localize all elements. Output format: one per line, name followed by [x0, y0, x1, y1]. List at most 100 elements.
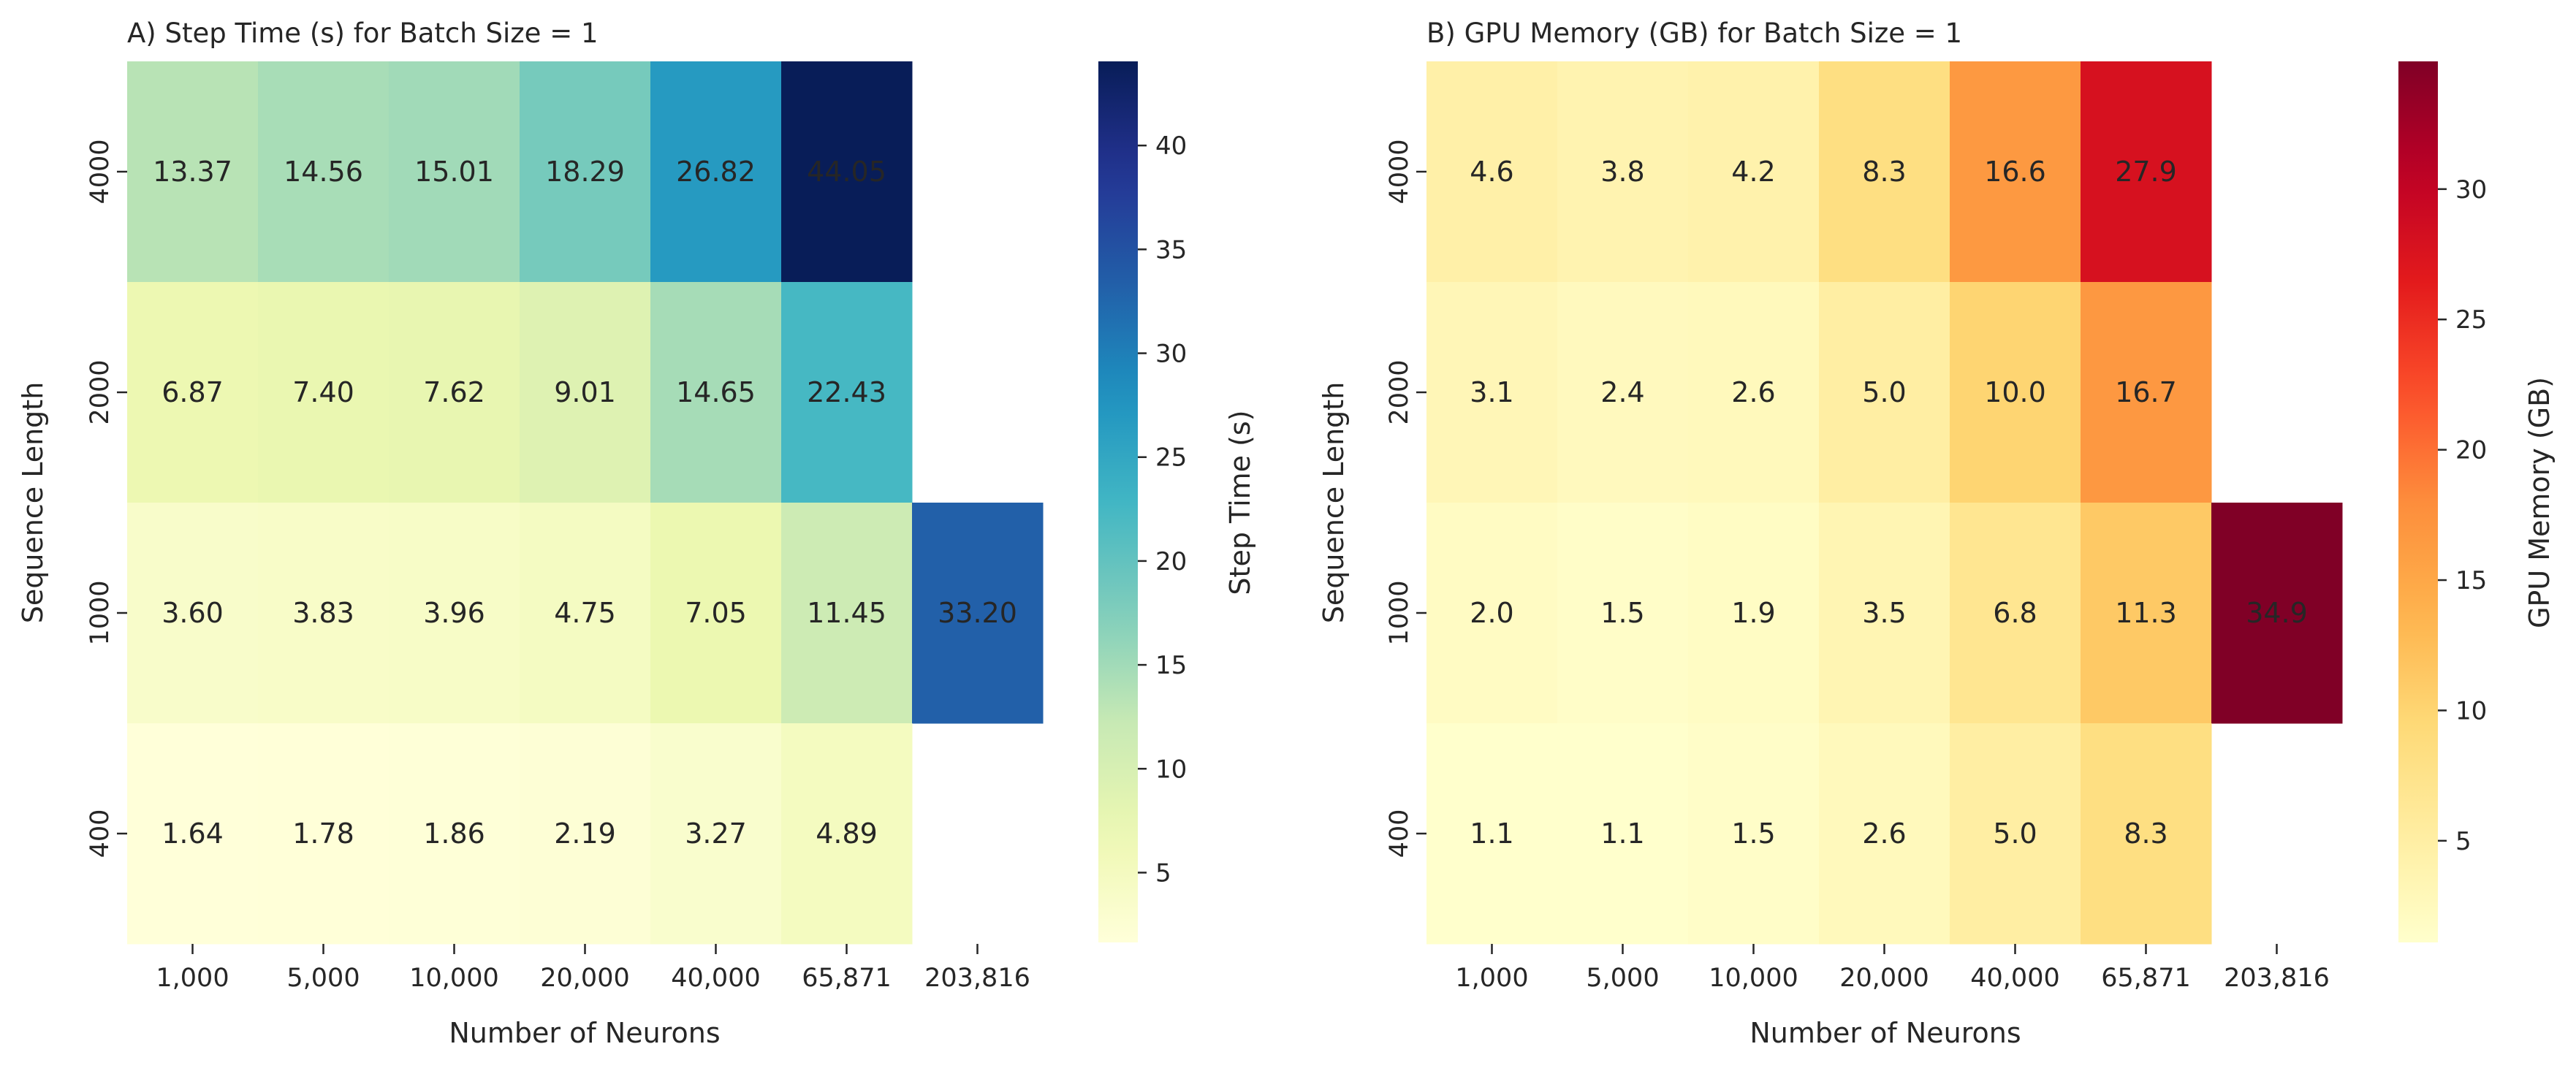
heatmap-cell — [127, 503, 259, 724]
y-tick-label: 2000 — [86, 359, 115, 424]
colorbar-tick-label: 10 — [1155, 755, 1187, 784]
colorbar-gradient — [1098, 61, 1138, 942]
heatmap-cell — [1426, 282, 1558, 503]
x-axis: 1,000 5,000 10,000 20,000 40,000 65,871 203,81… — [156, 944, 1030, 993]
heatmap-cells — [1426, 61, 2343, 945]
heatmap-cell — [781, 282, 913, 503]
cell-labels: 13.37 14.56 15.01 18.29 26.82 44.05 6.87 7.40 7.… — [153, 156, 1017, 850]
chart-title: B) GPU Memory (GB) for Batch Size = 1 — [1426, 18, 1962, 49]
heatmap-cell — [520, 282, 651, 503]
heatmap-cell — [650, 61, 782, 283]
heatmap-cell — [650, 723, 782, 945]
y-axis-label: Sequence Length — [1318, 382, 1350, 624]
x-axis: 1,000 5,000 10,000 20,000 40,000 65,871 203,81… — [1455, 944, 2330, 993]
cell-value-label: 10.0 — [1984, 376, 2046, 408]
colorbar-tick-label: 40 — [1155, 132, 1187, 161]
cell-value-label: 1.1 — [1470, 817, 1513, 850]
cell-value-label: 44.05 — [807, 156, 886, 188]
cell-value-label: 3.60 — [162, 597, 224, 629]
heatmap-panel-step-time: A) Step Time (s) for Batch Size = 1 13.3… — [17, 18, 1256, 1049]
cell-value-label: 2.4 — [1600, 376, 1644, 408]
heatmap-cell — [650, 503, 782, 724]
y-tick-label: 400 — [86, 809, 115, 858]
cell-value-label: 3.27 — [685, 817, 747, 850]
heatmap-cell — [127, 723, 259, 945]
cell-value-label: 7.62 — [423, 376, 485, 408]
heatmap-cell — [1557, 282, 1689, 503]
cell-value-label: 6.8 — [1993, 597, 2037, 629]
heatmap-cell — [1819, 61, 1950, 283]
x-tick-label: 1,000 — [1455, 964, 1528, 993]
colorbar-tick-label: 15 — [1155, 651, 1187, 680]
cell-value-label: 2.6 — [1731, 376, 1775, 408]
cell-value-label: 33.20 — [938, 597, 1017, 629]
cell-value-label: 13.37 — [153, 156, 232, 188]
colorbar-tick-label: 10 — [2455, 696, 2487, 725]
cell-value-label: 16.6 — [1984, 156, 2046, 188]
cell-value-label: 9.01 — [554, 376, 616, 408]
heatmap-cell — [1688, 723, 1820, 945]
heatmap-cells — [127, 61, 1044, 945]
cell-value-label: 16.7 — [2115, 376, 2177, 408]
colorbar-tick-label: 5 — [2455, 827, 2471, 856]
colorbar-tick-label: 35 — [1155, 235, 1187, 264]
x-tick-label: 1,000 — [156, 964, 229, 993]
heatmap-cell — [1950, 61, 2081, 283]
y-tick-label: 1000 — [1385, 580, 1414, 645]
cell-value-label: 3.5 — [1862, 597, 1906, 629]
heatmap-cell — [1557, 723, 1689, 945]
heatmap-cell — [1426, 503, 1558, 724]
heatmap-cell — [1819, 723, 1950, 945]
y-axis: 4000 2000 1000 400 — [1385, 139, 1426, 858]
cell-value-label: 7.40 — [292, 376, 354, 408]
chart-title: A) Step Time (s) for Batch Size = 1 — [127, 18, 599, 49]
x-tick-label: 5,000 — [286, 964, 360, 993]
heatmap-cell — [781, 61, 913, 283]
heatmap-cell — [1426, 723, 1558, 945]
cell-value-label: 2.6 — [1862, 817, 1906, 850]
cell-value-label: 2.19 — [554, 817, 616, 850]
heatmap-cell — [258, 503, 390, 724]
cell-value-label: 5.0 — [1862, 376, 1906, 408]
colorbar-tick-label: 20 — [1155, 547, 1187, 576]
cell-value-label: 4.6 — [1470, 156, 1513, 188]
cell-value-label: 14.56 — [284, 156, 363, 188]
cell-value-label: 7.05 — [685, 597, 747, 629]
heatmap-cell — [1557, 503, 1689, 724]
heatmap-cell — [1819, 282, 1950, 503]
colorbar-tick-label: 15 — [2455, 566, 2487, 595]
colorbar-gradient — [2398, 61, 2438, 942]
heatmap-panel-gpu-memory: B) GPU Memory (GB) for Batch Size = 1 4.… — [1318, 18, 2556, 1049]
cell-value-label: 4.2 — [1731, 156, 1775, 188]
heatmap-cell — [1557, 61, 1689, 283]
x-axis-label: Number of Neurons — [449, 1017, 720, 1049]
x-tick-label: 65,871 — [802, 964, 891, 993]
y-axis-label: Sequence Length — [17, 382, 49, 624]
colorbar-label: GPU Memory (GB) — [2523, 377, 2556, 628]
cell-value-label: 15.01 — [414, 156, 494, 188]
colorbar-tick-label: 30 — [2455, 175, 2487, 205]
x-tick-label: 10,000 — [1709, 964, 1798, 993]
cell-labels: 4.6 3.8 4.2 8.3 16.6 27.9 3.1 2.4 2.6 5.0 10.0 16.7… — [1470, 156, 2308, 850]
colorbar: 5 10 15 20 25 30 35 40 — [1098, 61, 1187, 942]
heatmap-cell — [258, 723, 390, 945]
cell-value-label: 6.87 — [162, 376, 224, 408]
cell-value-label: 8.3 — [2124, 817, 2167, 850]
x-axis-label: Number of Neurons — [1749, 1017, 2021, 1049]
heatmap-cell — [781, 723, 913, 945]
cell-value-label: 1.5 — [1600, 597, 1644, 629]
heatmap-cell — [1688, 503, 1820, 724]
colorbar-tick-label: 25 — [1155, 443, 1187, 473]
heatmap-cell — [520, 503, 651, 724]
cell-value-label: 1.5 — [1731, 817, 1775, 850]
y-tick-label: 4000 — [86, 139, 115, 204]
heatmap-cell — [389, 282, 520, 503]
cell-value-label: 5.0 — [1993, 817, 2037, 850]
heatmap-cell — [2081, 61, 2212, 283]
heatmap-cell — [258, 282, 390, 503]
cell-value-label: 8.3 — [1862, 156, 1906, 188]
cell-value-label: 3.1 — [1470, 376, 1513, 408]
heatmap-cell — [1688, 61, 1820, 283]
heatmap-cell — [1426, 61, 1558, 283]
y-tick-label: 4000 — [1385, 139, 1414, 204]
